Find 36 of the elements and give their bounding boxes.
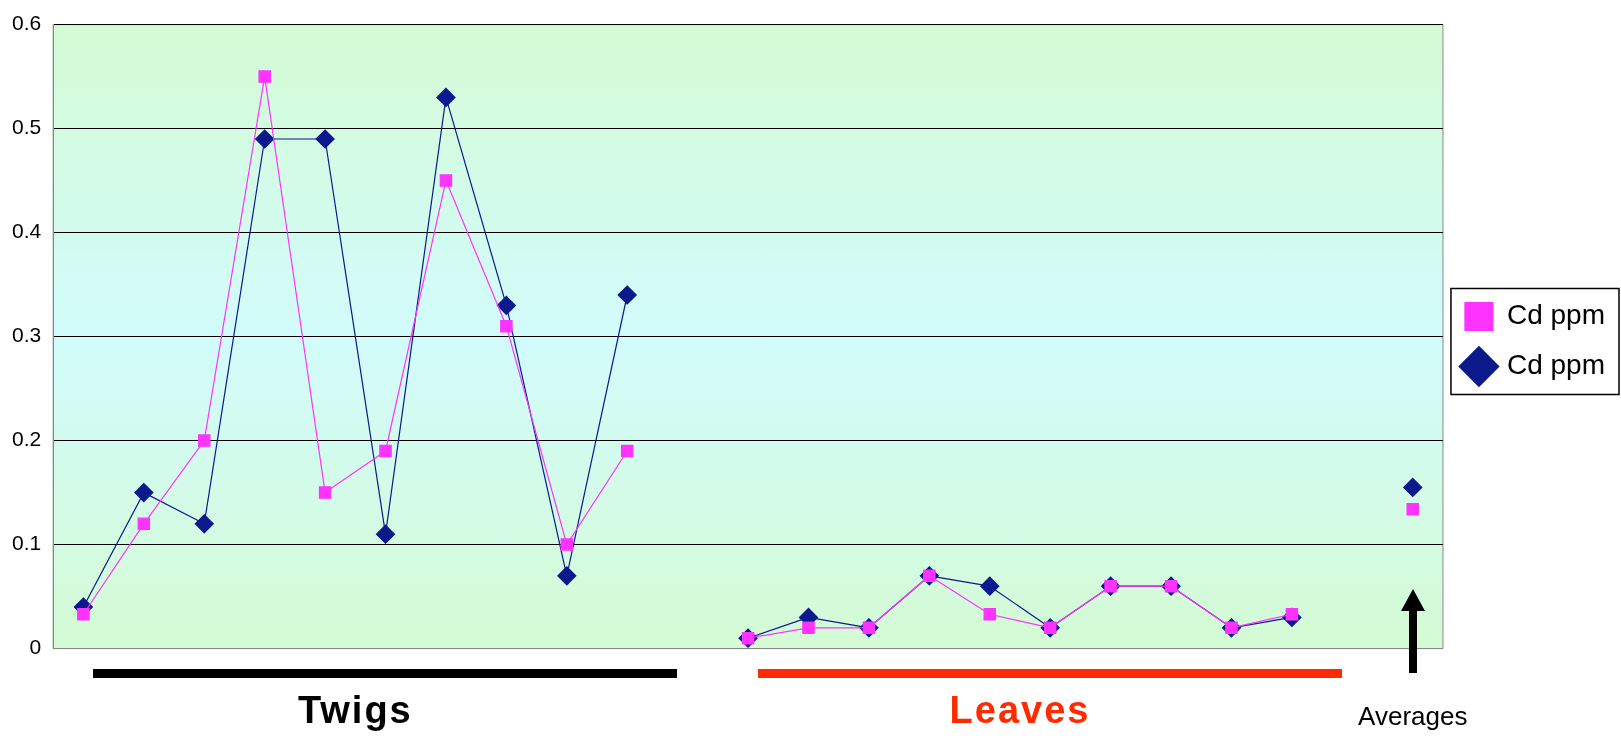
point [375, 524, 396, 544]
point [620, 444, 634, 458]
y-tick-label: 0.6 [11, 11, 42, 35]
y-tick-label: 0.1 [11, 531, 42, 555]
y-tick-label: 0.5 [11, 115, 42, 139]
y-tick-label: 0 [29, 635, 42, 659]
point [1403, 477, 1423, 497]
point [617, 285, 637, 305]
point [980, 576, 1000, 596]
point [318, 486, 332, 499]
point [77, 608, 90, 621]
point [198, 434, 211, 447]
legend-label: Cd ppm [1506, 349, 1606, 381]
point [557, 566, 577, 586]
y-tick-label: 0.4 [11, 219, 42, 243]
text: Twigs [297, 688, 413, 732]
text: Leaves [949, 688, 1091, 732]
text: Averages [1358, 700, 1468, 732]
point [802, 621, 815, 635]
point [436, 87, 456, 107]
point [194, 514, 214, 534]
point [496, 295, 516, 315]
point [137, 517, 151, 531]
y-tick-label: 0.2 [11, 427, 42, 451]
point [560, 538, 574, 551]
legend-label: Cd ppm [1506, 299, 1606, 331]
point [439, 174, 453, 187]
point [1406, 502, 1419, 516]
point [255, 129, 275, 149]
point [315, 129, 335, 149]
point [983, 608, 997, 621]
y-tick-label: 0.3 [11, 323, 42, 347]
point [134, 483, 154, 503]
point [258, 70, 271, 83]
point [379, 444, 392, 458]
point [500, 319, 513, 333]
